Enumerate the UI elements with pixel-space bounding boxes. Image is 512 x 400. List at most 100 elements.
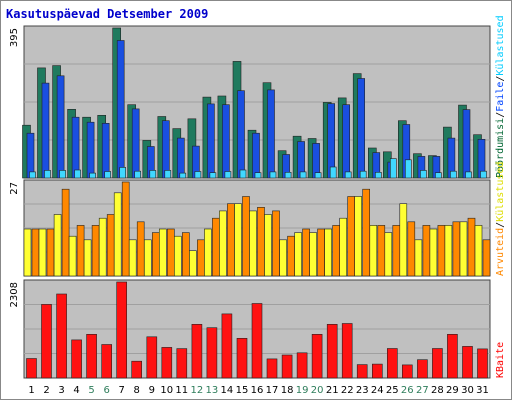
bar-kulastused-day-3 xyxy=(59,170,66,179)
bar-faile-day-2 xyxy=(41,82,50,179)
bar-kulastused-day-20 xyxy=(314,172,322,179)
x-tick-label-day-13: 13 xyxy=(206,385,219,396)
panel-1: 395 xyxy=(9,25,491,179)
bar-kulastused-day-19 xyxy=(294,232,302,277)
series-kulastused xyxy=(23,192,483,277)
bar-arvuteid-day-26 xyxy=(407,221,416,277)
x-tick-label-day-28: 28 xyxy=(431,385,444,396)
bar-kbaite-day-26 xyxy=(401,364,413,379)
bar-faile-day-10 xyxy=(162,120,170,179)
bar-faile-day-11 xyxy=(177,137,185,179)
bar-kulastused-day-2 xyxy=(38,228,47,277)
bar-arvuteid-day-10 xyxy=(167,228,175,277)
x-tick-label-day-17: 17 xyxy=(266,385,279,396)
x-tick-label-day-6: 6 xyxy=(104,385,110,396)
bar-kulastused-day-11 xyxy=(174,235,182,277)
bar-kulastused-day-18 xyxy=(284,172,292,179)
bar-faile-day-8 xyxy=(131,108,140,179)
bar-faile-day-30 xyxy=(462,109,471,179)
bar-kulastused-day-5 xyxy=(89,172,96,179)
x-tick-label-day-22: 22 xyxy=(341,385,354,396)
bar-kbaite-day-24 xyxy=(371,363,383,379)
bar-kulastused-day-9 xyxy=(149,170,157,179)
bar-kulastused-day-1 xyxy=(29,171,36,179)
bar-kulastused-day-13 xyxy=(204,228,212,277)
bar-kbaite-day-13 xyxy=(206,327,218,379)
bar-faile-day-4 xyxy=(71,116,80,179)
bar-kulastused-day-13 xyxy=(209,172,217,179)
x-tick-label-day-23: 23 xyxy=(356,385,369,396)
bar-kulastused-day-29 xyxy=(444,225,453,277)
panel-2-legend: Arvuteid/Külastused xyxy=(495,162,506,276)
bar-arvuteid-day-27 xyxy=(422,225,431,277)
bar-arvuteid-day-20 xyxy=(317,228,325,277)
bar-kulastused-day-25 xyxy=(384,232,393,277)
bar-kulastused-day-8 xyxy=(128,239,137,277)
bar-arvuteid-day-3 xyxy=(61,188,70,277)
bar-arvuteid-day-11 xyxy=(182,232,190,277)
bar-kulastused-day-9 xyxy=(144,239,152,277)
x-tick-label-day-15: 15 xyxy=(236,385,249,396)
bar-faile-day-7 xyxy=(116,40,125,179)
panel-3-legend: KBaite xyxy=(495,342,506,378)
bar-kbaite-day-17 xyxy=(266,358,278,379)
bar-kulastused-day-19 xyxy=(299,171,307,179)
bar-kbaite-day-22 xyxy=(341,323,353,379)
bar-kbaite-day-2 xyxy=(41,304,52,379)
series-poordumisi xyxy=(22,27,482,179)
bar-kulastused-day-21 xyxy=(324,228,333,277)
bar-kbaite-day-14 xyxy=(221,313,233,379)
x-tick-label-day-1: 1 xyxy=(28,385,34,396)
bar-arvuteid-day-24 xyxy=(377,225,386,277)
bar-kulastused-day-22 xyxy=(339,217,348,277)
bar-kbaite-day-8 xyxy=(131,360,142,379)
bar-kbaite-day-18 xyxy=(281,354,293,379)
legend-item-kulastused: Külastused xyxy=(495,162,506,222)
bar-kbaite-day-21 xyxy=(326,323,338,379)
x-tick-label-day-29: 29 xyxy=(446,385,459,396)
bar-arvuteid-day-13 xyxy=(212,217,220,277)
bar-kbaite-day-12 xyxy=(191,323,203,379)
legend-item-kbaite: KBaite xyxy=(495,342,506,378)
bar-kulastused-day-15 xyxy=(239,169,247,179)
bar-arvuteid-day-1 xyxy=(31,228,40,277)
bar-faile-day-16 xyxy=(252,132,260,179)
chart-legends: Pöördumisi/Faile/KülastusedArvuteid/Küla… xyxy=(495,15,506,378)
x-tick-label-day-20: 20 xyxy=(311,385,324,396)
bar-faile-day-23 xyxy=(357,78,366,179)
x-tick-label-day-24: 24 xyxy=(371,385,384,396)
bar-faile-day-17 xyxy=(267,89,275,179)
bar-kulastused-day-22 xyxy=(344,171,352,179)
x-tick-label-day-21: 21 xyxy=(326,385,339,396)
bar-arvuteid-day-22 xyxy=(347,196,356,277)
bar-kulastused-day-3 xyxy=(53,214,62,277)
bar-kbaite-day-15 xyxy=(236,337,248,379)
x-tick-label-day-14: 14 xyxy=(221,385,234,396)
bar-kulastused-day-30 xyxy=(459,221,468,277)
bar-arvuteid-day-30 xyxy=(467,217,476,277)
bar-arvuteid-day-31 xyxy=(482,239,491,277)
legend-item-poordumisi: Pöördumisi xyxy=(495,118,506,178)
bar-kulastused-day-21 xyxy=(329,166,337,179)
x-tick-label-day-12: 12 xyxy=(191,385,204,396)
bar-kulastused-day-7 xyxy=(119,167,126,179)
bar-arvuteid-day-18 xyxy=(287,235,295,277)
bar-kulastused-day-14 xyxy=(224,171,232,179)
bar-arvuteid-day-2 xyxy=(46,228,55,277)
bar-kulastused-day-11 xyxy=(179,172,187,179)
panel-2: 27 xyxy=(9,179,491,277)
bar-kulastused-day-18 xyxy=(279,239,287,277)
bar-kbaite-day-4 xyxy=(71,339,82,379)
bar-kulastused-day-29 xyxy=(450,170,457,179)
bar-kulastused-day-16 xyxy=(249,210,257,277)
bar-kbaite-day-16 xyxy=(251,303,263,379)
panel-3-axis-max-label: 2308 xyxy=(9,282,20,307)
bar-kulastused-day-5 xyxy=(83,239,92,277)
x-tick-label-day-7: 7 xyxy=(119,385,125,396)
x-axis-day-labels: 1 2 3 4 5 6 7 8 9 10 11 12 13 14 15 16 17 18 19 20 21 22 23 24 2… xyxy=(28,385,489,396)
bar-kulastused-day-24 xyxy=(369,225,378,277)
bar-kulastused-day-24 xyxy=(374,172,382,179)
x-tick-label-day-5: 5 xyxy=(88,385,94,396)
x-tick-label-day-18: 18 xyxy=(281,385,294,396)
